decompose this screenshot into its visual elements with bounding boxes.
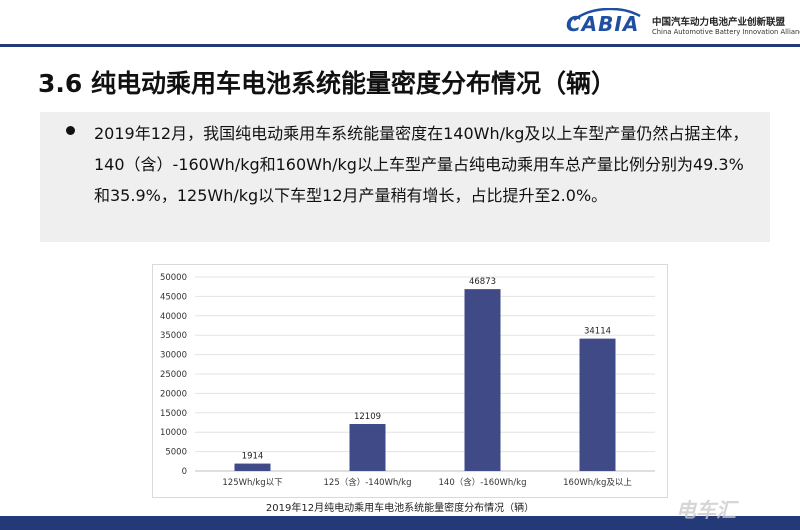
- bar: [234, 463, 271, 471]
- x-tick-label: 125（含）-140Wh/kg: [324, 477, 412, 488]
- y-tick-label: 10000: [160, 428, 187, 438]
- data-label: 12109: [354, 412, 381, 422]
- data-label: 1914: [242, 452, 264, 462]
- bar: [349, 424, 386, 471]
- summary-text: 2019年12月，我国纯电动乘用车系统能量密度在140Wh/kg及以上车型产量仍…: [94, 124, 749, 205]
- x-tick-label: 125Wh/kg以下: [222, 478, 283, 488]
- x-tick-label: 140（含）-160Wh/kg: [439, 477, 527, 488]
- y-tick-label: 40000: [160, 312, 187, 322]
- watermark-text: 电车汇: [676, 498, 736, 522]
- y-tick-label: 5000: [165, 448, 187, 458]
- y-tick-label: 30000: [160, 351, 187, 361]
- cabia-logo: CABIA 中国汽车动力电池产业创新联盟 China Automotive Ba…: [566, 8, 800, 40]
- bullet-dot-icon: [66, 126, 75, 135]
- chart-frame: 0 5000 10000 15000 20000 25000 30000 35000 40000…: [152, 264, 668, 498]
- header-bar: [0, 0, 800, 46]
- org-name-cn: 中国汽车动力电池产业创新联盟: [652, 17, 786, 28]
- y-tick-label: 35000: [160, 331, 187, 341]
- y-tick-label: 45000: [160, 292, 187, 302]
- y-tick-label: 20000: [160, 389, 187, 399]
- bar: [464, 289, 501, 471]
- y-tick-label: 50000: [160, 273, 187, 283]
- data-label: 34114: [584, 327, 611, 337]
- slide-title: 3.6 纯电动乘用车电池系统能量密度分布情况（辆）: [38, 69, 616, 98]
- y-tick-label: 25000: [160, 370, 187, 380]
- logo-wordmark: CABIA: [566, 12, 640, 36]
- data-label: 46873: [469, 277, 496, 287]
- bar: [579, 338, 616, 471]
- logo-swoosh-icon: [573, 8, 641, 22]
- chart-caption: 2019年12月纯电动乘用车电池系统能量密度分布情况（辆）: [265, 503, 535, 514]
- header-rule: [0, 44, 800, 47]
- y-tick-label: 0: [182, 467, 187, 477]
- org-name-en: China Automotive Battery Innovation Alli…: [652, 28, 800, 36]
- y-tick-label: 15000: [160, 409, 187, 419]
- bar-chart: 0 5000 10000 15000 20000 25000 30000 35000 40000…: [160, 273, 655, 488]
- footer-bar: [0, 516, 800, 530]
- x-tick-label: 160Wh/kg及以上: [563, 478, 632, 488]
- summary-box: 2019年12月，我国纯电动乘用车系统能量密度在140Wh/kg及以上车型产量仍…: [40, 112, 770, 242]
